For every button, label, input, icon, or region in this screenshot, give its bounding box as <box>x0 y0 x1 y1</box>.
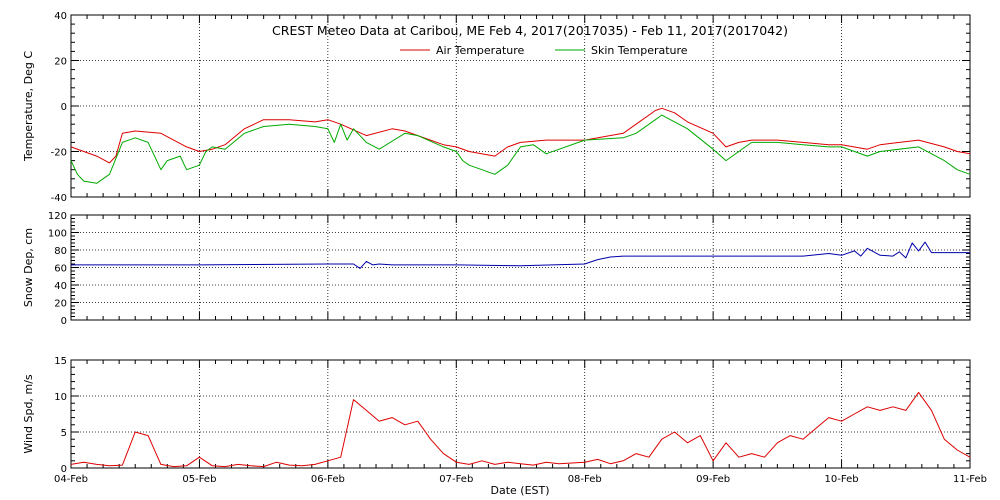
panel-2: 04-Feb 05-Feb 06-Feb 07-Feb 08-Feb 09-Feb 10-F… <box>22 356 987 485</box>
legend: Air Temperature Skin Temperature <box>400 44 688 57</box>
y-tick-label: 5 <box>61 428 67 439</box>
y-tick-label: -20 <box>51 148 67 159</box>
y-tick-label: 80 <box>54 246 67 257</box>
x-tick-label: 05-Feb <box>182 474 216 485</box>
y-axis-title: Snow Dep, cm <box>22 228 35 307</box>
legend-skin-label: Skin Temperature <box>591 44 688 57</box>
panel-frame <box>70 214 971 321</box>
y-tick-label: 100 <box>48 229 67 240</box>
y-tick-label: 10 <box>54 392 67 403</box>
series-line-2-0 <box>70 391 971 468</box>
y-tick-label: 20 <box>54 57 67 68</box>
y-axis-title: Wind Spd, m/s <box>22 374 35 454</box>
x-axis-title: Date (EST) <box>490 484 549 497</box>
x-tick-label: 09-Feb <box>696 474 730 485</box>
y-tick-label: 0 <box>61 102 67 113</box>
y-tick-label: 40 <box>54 11 67 22</box>
y-tick-label: 60 <box>54 264 67 275</box>
y-tick-label: 0 <box>61 464 67 475</box>
x-tick-label: 07-Feb <box>439 474 473 485</box>
y-tick-label: 15 <box>54 356 67 367</box>
panel-0: -40 -20 0 20 40 Temperature, Deg C <box>22 11 971 204</box>
y-axis-title: Temperature, Deg C <box>22 51 35 162</box>
panel-frame <box>70 359 971 469</box>
series-line-1-0 <box>71 241 970 269</box>
panel-1: 0 20 40 60 80 100 120 Snow Dep, cm <box>22 211 971 327</box>
y-tick-label: -40 <box>51 193 67 204</box>
panel-frame <box>70 14 971 198</box>
x-tick-label: 06-Feb <box>311 474 345 485</box>
y-tick-label: 20 <box>54 299 67 310</box>
y-tick-label: 0 <box>61 316 67 327</box>
x-tick-label: 04-Feb <box>54 474 88 485</box>
x-tick-label: 11-Feb <box>953 474 987 485</box>
chart-panels: -40 -20 0 20 40 Temperature, Deg C 0 20 40 60 80 10… <box>22 11 987 485</box>
series-line-0-0 <box>70 107 971 164</box>
y-tick-label: 40 <box>54 281 67 292</box>
chart-title: CREST Meteo Data at Caribou, ME Feb 4, 2… <box>272 23 788 38</box>
y-tick-label: 120 <box>48 211 67 222</box>
x-tick-label: 08-Feb <box>568 474 602 485</box>
series-line-0-1 <box>70 114 971 184</box>
x-tick-label: 10-Feb <box>825 474 859 485</box>
legend-air-label: Air Temperature <box>436 44 525 57</box>
